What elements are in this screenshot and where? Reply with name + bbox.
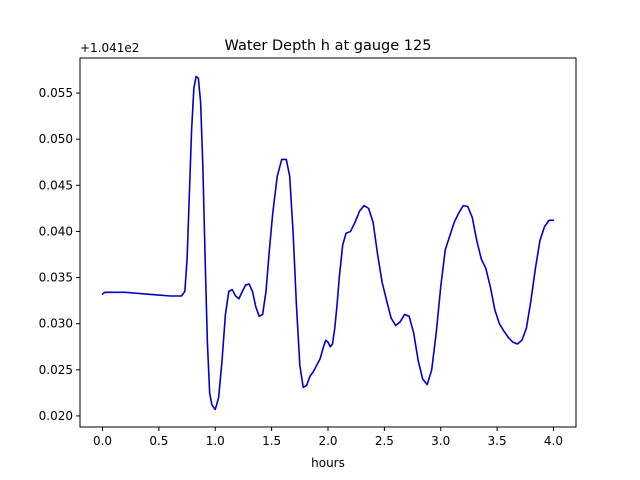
x-axis-label: hours [311, 456, 345, 470]
x-tick-label: 2.5 [375, 434, 394, 448]
y-tick-label: 0.035 [39, 271, 73, 285]
chart-title: Water Depth h at gauge 125 [225, 38, 432, 54]
x-tick-label: 1.0 [206, 434, 225, 448]
y-tick-label: 0.025 [39, 363, 73, 377]
y-offset-label: +1.041e2 [80, 41, 139, 55]
y-tick-label: 0.055 [39, 86, 73, 100]
x-tick-label: 0.0 [93, 434, 112, 448]
x-tick-label: 3.0 [431, 434, 450, 448]
y-tick-label: 0.040 [39, 224, 73, 238]
series-line-0 [101, 75, 555, 411]
plot-area [80, 58, 576, 427]
x-tick-label: 2.0 [318, 434, 337, 448]
y-tick-label: 0.020 [39, 409, 73, 423]
series-layer [101, 75, 555, 411]
x-tick-label: 4.0 [544, 434, 563, 448]
x-tick-label: 0.5 [149, 434, 168, 448]
x-tick-label: 1.5 [262, 434, 281, 448]
y-tick-label: 0.045 [39, 178, 73, 192]
y-tick-label: 0.030 [39, 317, 73, 331]
x-tick-label: 3.5 [488, 434, 507, 448]
y-axis: 0.020 0.025 0.030 0.035 0.040 0.045 0.050 0.055 [39, 86, 80, 423]
x-axis: 0.0 0.5 1.0 1.5 2.0 2.5 3.0 3.5 4.0 [93, 427, 563, 448]
y-tick-label: 0.050 [39, 132, 73, 146]
